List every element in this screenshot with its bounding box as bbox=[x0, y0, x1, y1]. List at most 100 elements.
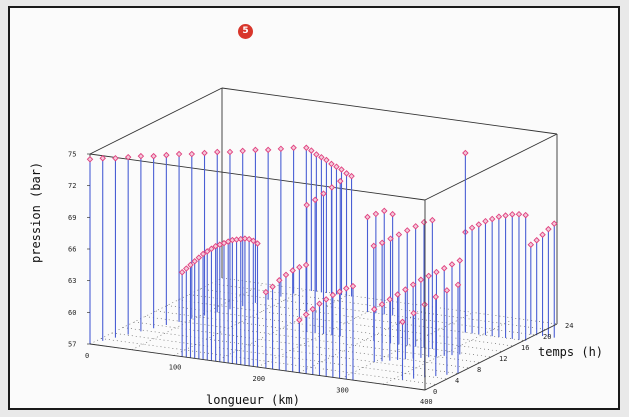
data-point bbox=[394, 291, 401, 298]
data-point bbox=[112, 154, 119, 162]
z-tick-label: 63 bbox=[68, 277, 76, 285]
data-point bbox=[241, 235, 249, 242]
data-point bbox=[378, 301, 386, 308]
x-axis-label: longueur (km) bbox=[206, 393, 300, 407]
data-point bbox=[137, 152, 145, 160]
data-point bbox=[226, 148, 234, 156]
plot-box-front bbox=[89, 200, 558, 391]
y-tick-label: 24 bbox=[565, 322, 573, 330]
z-axis-label: pression (bar) bbox=[29, 162, 43, 263]
grid-line-y bbox=[144, 316, 481, 363]
data-point bbox=[338, 166, 345, 173]
y-tick-label: 16 bbox=[521, 344, 529, 352]
data-point bbox=[370, 242, 377, 250]
data-point bbox=[404, 227, 411, 234]
data-point bbox=[551, 220, 558, 227]
grid-line-x bbox=[299, 306, 432, 374]
data-point bbox=[545, 225, 552, 233]
data-point bbox=[475, 221, 483, 228]
data-point bbox=[252, 146, 259, 154]
data-point bbox=[348, 172, 355, 180]
data-point bbox=[296, 263, 303, 271]
data-point bbox=[309, 305, 317, 313]
data-point bbox=[495, 213, 503, 220]
grid-line-x bbox=[215, 294, 348, 362]
data-point bbox=[150, 152, 157, 160]
grid-line-y bbox=[133, 321, 470, 369]
data-point bbox=[199, 250, 207, 258]
x-tick-label: 400 bbox=[420, 398, 433, 406]
data-point bbox=[333, 163, 340, 170]
data-point bbox=[239, 147, 246, 155]
data-point bbox=[412, 223, 419, 230]
data-point bbox=[311, 196, 319, 204]
y-tick-label: 4 bbox=[455, 377, 459, 385]
z-tick-label: 57 bbox=[68, 341, 76, 349]
data-point bbox=[539, 231, 546, 238]
data-point bbox=[364, 213, 371, 221]
grid-line-y bbox=[122, 327, 459, 374]
data-point bbox=[208, 245, 215, 253]
data-point bbox=[308, 147, 315, 154]
y-axis-label: temps (h) bbox=[538, 345, 603, 359]
data-point bbox=[296, 316, 303, 324]
data-point bbox=[433, 268, 440, 276]
grid-line-y bbox=[210, 283, 547, 330]
data-point bbox=[264, 146, 272, 154]
data-point bbox=[302, 261, 310, 269]
data-stems bbox=[86, 144, 558, 381]
x-tick-label: 0 bbox=[85, 352, 89, 360]
data-point bbox=[522, 211, 529, 219]
data-point bbox=[276, 277, 283, 284]
data-point bbox=[349, 282, 357, 290]
data-point bbox=[289, 267, 296, 274]
data-point bbox=[440, 264, 448, 272]
data-point bbox=[387, 235, 394, 242]
data-point bbox=[443, 287, 451, 294]
z-tick-label: 75 bbox=[68, 151, 76, 159]
data-point bbox=[328, 160, 335, 168]
data-point bbox=[269, 283, 276, 290]
x-tick-label: 200 bbox=[253, 375, 266, 383]
box-edge bbox=[424, 323, 558, 391]
grid-line-y bbox=[221, 277, 558, 325]
data-point bbox=[432, 293, 440, 301]
box-edge bbox=[89, 153, 426, 201]
data-point bbox=[178, 268, 186, 276]
data-point bbox=[320, 190, 327, 197]
data-point bbox=[515, 210, 523, 218]
data-point bbox=[322, 296, 330, 303]
x-tick-label: 300 bbox=[336, 387, 349, 395]
z-tick-label: 72 bbox=[68, 182, 76, 190]
data-point bbox=[124, 153, 132, 161]
data-point bbox=[329, 291, 337, 299]
data-point bbox=[188, 150, 196, 158]
y-tick-label: 20 bbox=[543, 333, 551, 341]
data-point bbox=[163, 151, 170, 159]
data-point bbox=[488, 215, 496, 223]
data-point bbox=[183, 265, 190, 272]
box-edge bbox=[89, 343, 426, 391]
data-point bbox=[175, 150, 183, 158]
y-tick-label: 0 bbox=[433, 388, 437, 396]
grid-line-x bbox=[341, 312, 474, 379]
z-tick-label: 66 bbox=[68, 246, 76, 254]
data-point bbox=[343, 170, 350, 177]
data-point bbox=[318, 154, 325, 161]
grid-line-x bbox=[131, 283, 265, 351]
x-tick-label: 100 bbox=[169, 364, 182, 372]
grid-line-x bbox=[382, 317, 516, 385]
data-point bbox=[99, 154, 106, 162]
data-point bbox=[372, 210, 380, 218]
data-point bbox=[482, 217, 489, 225]
data-point bbox=[399, 318, 406, 326]
data-point bbox=[410, 309, 417, 317]
box-edge bbox=[221, 87, 558, 135]
data-point bbox=[533, 236, 540, 244]
data-point bbox=[323, 156, 330, 164]
data-point bbox=[337, 177, 344, 185]
data-point bbox=[448, 261, 456, 268]
data-point bbox=[378, 239, 386, 247]
data-point bbox=[316, 300, 323, 307]
